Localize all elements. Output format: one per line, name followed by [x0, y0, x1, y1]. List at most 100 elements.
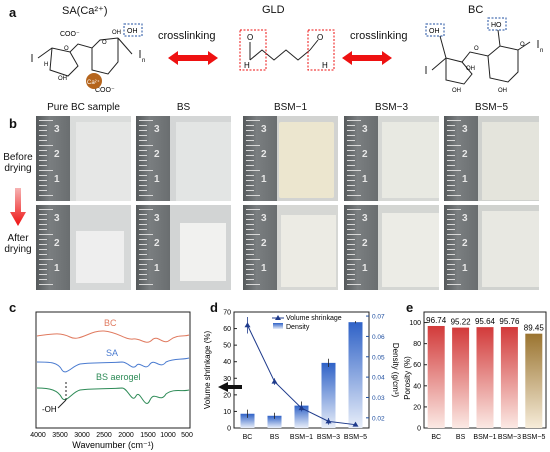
ruler: 3 2 1 — [243, 116, 277, 201]
photo-before-4: 3 2 1 — [444, 116, 539, 201]
ruler-number: 2 — [54, 238, 60, 249]
sample-block — [382, 122, 439, 198]
double-arrow-left-icon — [168, 51, 218, 65]
ruler-number: 2 — [261, 149, 267, 160]
porosity-value-label: 95.64 — [475, 317, 496, 326]
ruler-tick — [246, 239, 254, 240]
left-axis-arrow-icon — [218, 382, 242, 392]
ruler-number: 3 — [362, 213, 368, 224]
ruler-tick — [347, 209, 361, 210]
ruler-tick — [246, 224, 254, 225]
atom-o: O — [64, 46, 69, 52]
y-tick-label-left: 10 — [223, 409, 231, 416]
ruler: 3 2 1 — [36, 205, 70, 290]
before-line1: Before — [3, 152, 33, 163]
ruler-tick — [39, 180, 47, 181]
x-tick-label: BSM−1 — [473, 434, 496, 441]
ruler-tick — [447, 259, 461, 260]
ruler-tick — [246, 214, 254, 215]
ruler-tick — [447, 229, 455, 230]
atom-o: O — [474, 46, 479, 52]
ruler-tick — [39, 229, 47, 230]
ruler-tick — [447, 234, 461, 235]
ruler-tick — [139, 214, 147, 215]
ruler-tick — [246, 264, 254, 265]
ruler-tick — [39, 185, 47, 186]
ruler-tick — [139, 175, 147, 176]
ruler-tick — [139, 244, 147, 245]
ruler-tick — [447, 175, 455, 176]
photo-before-3: 3 2 1 — [344, 116, 439, 201]
ruler-number: 1 — [154, 174, 160, 185]
ruler-tick — [246, 229, 254, 230]
double-arrow-right-icon — [342, 51, 392, 65]
ruler-tick — [347, 239, 355, 240]
aldehyde-h-right: H — [322, 61, 328, 70]
ruler-tick — [39, 264, 47, 265]
down-arrow-icon — [10, 188, 26, 226]
y-tick-label-left: 70 — [223, 310, 231, 317]
ruler-tick — [447, 135, 455, 136]
ruler-tick — [139, 145, 153, 146]
ruler-tick — [139, 259, 153, 260]
y-tick-label-right: 0.06 — [372, 334, 385, 341]
x-tick-label: BSM−5 — [522, 434, 545, 441]
ruler-tick — [139, 150, 147, 151]
ruler-number: 3 — [462, 213, 468, 224]
ruler-tick — [39, 239, 47, 240]
crosslinking-right: crosslinking — [350, 30, 408, 42]
ruler-tick — [39, 170, 53, 171]
ruler-tick — [139, 209, 153, 210]
ruler-number: 3 — [154, 124, 160, 135]
ruler-tick — [246, 170, 260, 171]
d-ylabel-left: Volume shrinkage (%) — [203, 331, 212, 410]
ruler-tick — [246, 140, 254, 141]
y-tick-label-left: 30 — [223, 376, 231, 383]
y-tick-label: 40 — [413, 383, 421, 390]
label-bc: BC — [104, 318, 117, 328]
ruler-tick — [246, 150, 254, 151]
x-tick-label: BS — [270, 434, 280, 441]
sample-block — [281, 215, 336, 287]
label-bs-aerogel: BS aerogel — [96, 372, 141, 382]
ruler-tick — [447, 125, 455, 126]
photo-before-1: 3 2 1 — [136, 116, 231, 201]
ftir-series-sa — [36, 357, 190, 373]
ruler-tick — [139, 269, 147, 270]
ruler-tick — [347, 279, 355, 280]
ruler-tick — [347, 264, 355, 265]
y-tick-label-right: 0.03 — [372, 395, 385, 402]
ruler-tick — [39, 130, 47, 131]
x-tick: 4000 — [30, 432, 46, 439]
ruler-tick — [447, 284, 461, 285]
sample-label-0: Pure BC sample — [47, 102, 120, 113]
shrinkage-density-chart: 0 10 20 30 40 50 60 70 0.02 0.03 0.04 0.05 0.06 0.07 B… — [203, 310, 400, 442]
ruler-tick — [39, 155, 47, 156]
ruler-tick — [39, 150, 47, 151]
ruler-tick — [447, 274, 455, 275]
ruler-tick — [246, 254, 254, 255]
ruler-tick — [139, 130, 147, 131]
y-tick-label-left: 50 — [223, 343, 231, 350]
x-tick-label: BSM−5 — [344, 434, 367, 441]
atom-o: O — [102, 40, 107, 46]
porosity-bar — [525, 333, 543, 428]
ruler-tick — [447, 239, 455, 240]
ruler-tick — [246, 190, 254, 191]
ruler-tick — [246, 185, 254, 186]
aldehyde-o-left: O — [247, 33, 253, 42]
ruler-tick — [246, 244, 254, 245]
ho-box-right-label: HO — [491, 22, 502, 29]
y-tick-label: 60 — [413, 362, 421, 369]
oh-box-left — [123, 23, 143, 37]
ruler-tick — [139, 155, 147, 156]
ruler-number: 2 — [462, 238, 468, 249]
sample-label-1: BS — [176, 102, 191, 113]
legend-shrinkage: Volume shrinkage — [286, 315, 342, 322]
ruler-tick — [139, 125, 147, 126]
ruler-number: 1 — [54, 263, 60, 274]
crosslinking-left: crosslinking — [158, 30, 216, 42]
porosity-bar — [452, 327, 470, 428]
ruler-tick — [447, 130, 455, 131]
ruler-tick — [347, 185, 355, 186]
